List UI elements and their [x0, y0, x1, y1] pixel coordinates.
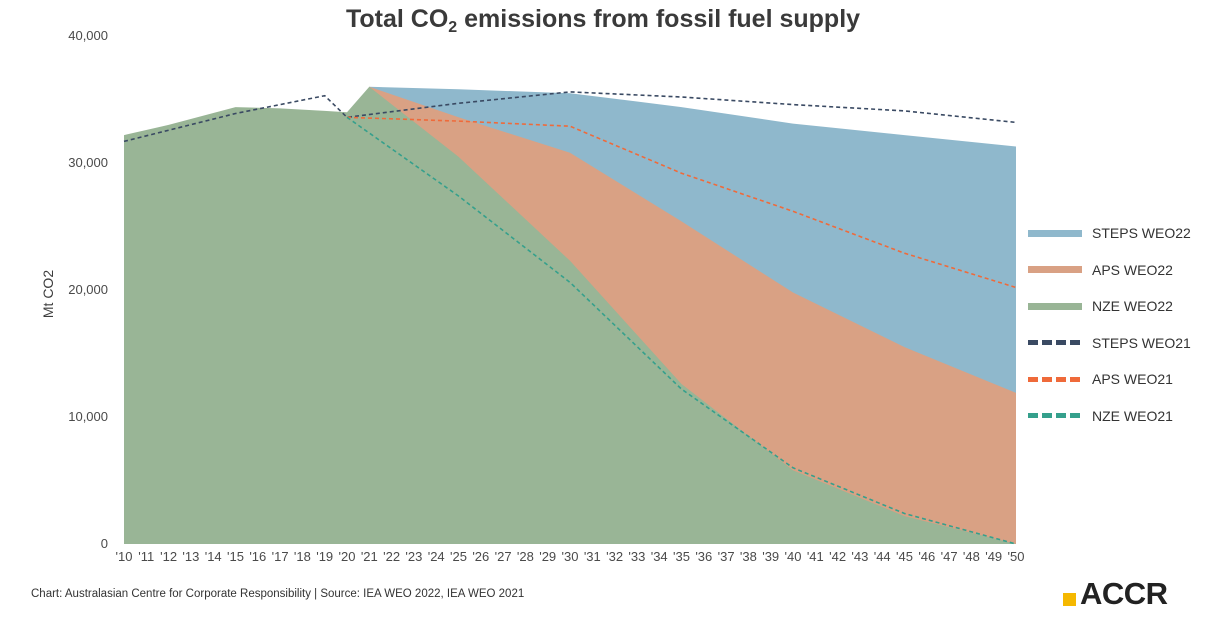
x-tick-label: '45 — [896, 549, 913, 564]
x-tick-label: '36 — [695, 549, 712, 564]
x-tick-label: '18 — [294, 549, 311, 564]
line-aps-weo21 — [346, 116, 1017, 289]
area-nze-weo22 — [124, 86, 1016, 545]
x-tick-label: '48 — [963, 549, 980, 564]
source-footnote: Chart: Australasian Centre for Corporate… — [31, 588, 525, 600]
legend-swatch — [1028, 376, 1082, 382]
x-tick-label: '31 — [584, 549, 601, 564]
x-tick-label: '28 — [517, 549, 534, 564]
legend-item: STEPS WEO22 — [1028, 215, 1191, 252]
legend-item: APS WEO22 — [1028, 252, 1191, 289]
title-main: Total CO — [345, 5, 449, 33]
x-tick-label: '21 — [361, 549, 378, 564]
legend-swatch — [1028, 413, 1082, 419]
chart-title: Total CO2 emissions from fossil fuel sup… — [0, 5, 1206, 37]
x-tick-label: '47 — [941, 549, 958, 564]
logo-square-icon — [1063, 593, 1076, 606]
legend-swatch — [1028, 340, 1082, 346]
y-tick-label: 30,000 — [68, 155, 108, 170]
accr-logo: ACCR — [1063, 578, 1168, 610]
line-nze-weo21 — [346, 116, 1017, 545]
legend-swatch — [1028, 229, 1082, 237]
x-tick-label: '10 — [116, 549, 133, 564]
y-axis-label: Mt CO2 — [40, 270, 56, 318]
logo-text: ACCR — [1080, 576, 1168, 611]
x-tick-label: '20 — [339, 549, 356, 564]
legend-item: NZE WEO21 — [1028, 398, 1191, 435]
x-tick-label: '24 — [428, 549, 445, 564]
x-tick-label: '44 — [874, 549, 891, 564]
x-tick-label: '38 — [740, 549, 757, 564]
y-tick-label: 40,000 — [68, 28, 108, 43]
x-tick-label: '22 — [383, 549, 400, 564]
legend-label: NZE WEO21 — [1092, 407, 1173, 424]
x-tick-label: '30 — [562, 549, 579, 564]
legend-swatch — [1028, 302, 1082, 310]
legend-item: NZE WEO22 — [1028, 288, 1191, 325]
x-tick-label: '16 — [249, 549, 266, 564]
legend-item: APS WEO21 — [1028, 361, 1191, 398]
x-tick-label: '11 — [138, 549, 154, 564]
legend-swatch — [1028, 266, 1082, 274]
legend: STEPS WEO22 APS WEO22 NZE WEO22 STEPS WEO21… — [1028, 215, 1191, 434]
x-tick-label: '19 — [316, 549, 333, 564]
legend-label: NZE WEO22 — [1092, 298, 1173, 315]
x-tick-label: '29 — [539, 549, 556, 564]
x-tick-label: '27 — [495, 549, 512, 564]
legend-label: APS WEO21 — [1092, 371, 1173, 388]
legend-item: STEPS WEO21 — [1028, 325, 1191, 362]
title-subscript: 2 — [448, 19, 458, 36]
x-tick-label: '35 — [673, 549, 690, 564]
x-tick-label: '17 — [272, 549, 289, 564]
x-tick-label: '26 — [472, 549, 489, 564]
x-tick-label: '41 — [807, 549, 824, 564]
x-tick-label: '25 — [450, 549, 467, 564]
x-tick-label: '37 — [718, 549, 735, 564]
x-tick-label: '14 — [205, 549, 222, 564]
x-tick-label: '13 — [182, 549, 199, 564]
legend-label: STEPS WEO22 — [1092, 225, 1191, 242]
x-tick-label: '42 — [829, 549, 846, 564]
x-tick-label: '23 — [405, 549, 422, 564]
x-tick-label: '50 — [1008, 549, 1025, 564]
x-tick-label: '34 — [651, 549, 668, 564]
x-tick-label: '15 — [227, 549, 244, 564]
x-tick-label: '49 — [985, 549, 1002, 564]
x-tick-label: '39 — [762, 549, 779, 564]
legend-label: APS WEO22 — [1092, 261, 1173, 278]
x-tick-label: '33 — [628, 549, 645, 564]
x-tick-label: '40 — [785, 549, 802, 564]
legend-label: STEPS WEO21 — [1092, 334, 1191, 351]
title-rest: emissions from fossil fuel supply — [457, 5, 861, 33]
x-tick-label: '46 — [918, 549, 935, 564]
y-tick-label: 20,000 — [68, 282, 108, 297]
x-tick-label: '12 — [160, 549, 177, 564]
y-tick-label: 0 — [101, 536, 108, 551]
x-tick-label: '32 — [606, 549, 623, 564]
x-tick-label: '43 — [851, 549, 868, 564]
y-tick-label: 10,000 — [68, 409, 108, 424]
